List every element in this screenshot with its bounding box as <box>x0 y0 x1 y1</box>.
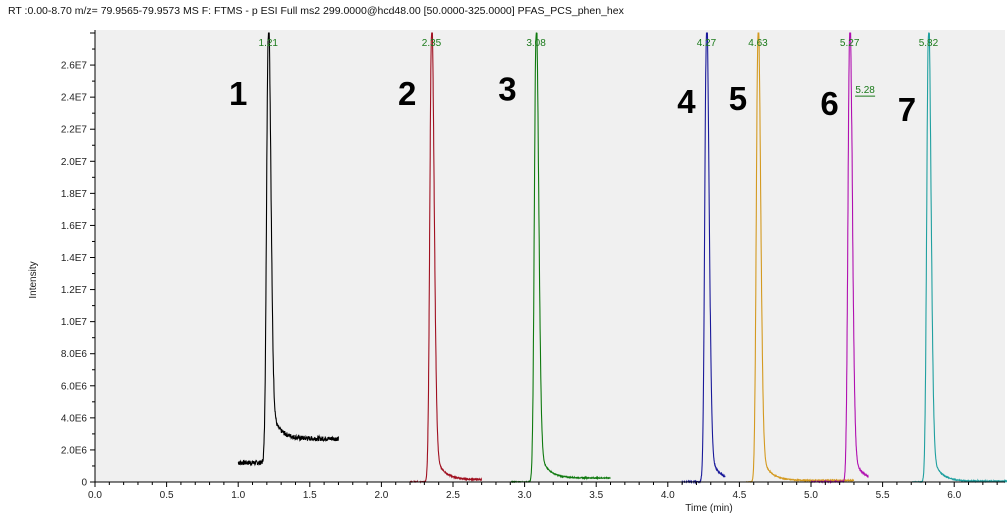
peak-rt-label: 2.35 <box>422 38 442 49</box>
y-tick-label: 2.0E6 <box>61 445 88 456</box>
y-tick-label: 2.4E7 <box>61 93 88 104</box>
trace-peak-7 <box>911 32 1007 484</box>
x-tick-label: 6.0 <box>947 490 961 501</box>
x-tick-label: 0.0 <box>88 490 102 501</box>
x-tick-label: 3.0 <box>518 490 532 501</box>
peak-rt-label: 4.63 <box>748 38 768 49</box>
y-tick-label: 4.0E6 <box>61 413 88 424</box>
x-tick-label: 5.0 <box>804 490 818 501</box>
y-tick-label: 1.4E7 <box>61 253 88 264</box>
y-tick-label: 1.0E7 <box>61 317 88 328</box>
peak-number-5: 5 <box>729 80 747 117</box>
peak-number-6: 6 <box>820 85 838 122</box>
y-tick-label: 1.8E7 <box>61 189 88 200</box>
peak-rt-label: 4.27 <box>697 38 717 49</box>
peak-rt-labels: 1.21 2.35 3.08 4.27 4.63 5.27 5.28 5.82 <box>259 38 939 97</box>
peak-number-3: 3 <box>498 70 516 107</box>
peak-number-1: 1 <box>229 75 247 112</box>
peak-rt-label-shoulder: 5.28 <box>855 85 875 96</box>
peak-rt-label: 5.27 <box>840 38 860 49</box>
peak-number-7: 7 <box>898 91 916 128</box>
peak-rt-label: 5.82 <box>919 38 939 49</box>
x-tick-label: 2.0 <box>374 490 388 501</box>
y-tick-label: 8.0E6 <box>61 349 88 360</box>
x-tick-label: 5.5 <box>876 490 890 501</box>
x-tick-label: 3.5 <box>589 490 603 501</box>
x-tick-label: 0.5 <box>160 490 174 501</box>
y-tick-label: 2.0E7 <box>61 157 88 168</box>
x-axis-title: Time (min) <box>685 503 732 514</box>
y-tick-label: 2.6E7 <box>61 61 88 72</box>
peak-rt-label: 3.08 <box>526 38 546 49</box>
x-tick-label: 2.5 <box>446 490 460 501</box>
y-tick-label: 1.6E7 <box>61 221 88 232</box>
x-axis-ticks: 0.0 0.5 1.0 1.5 2.0 2.5 3.0 3.5 4.0 4.5 5.0 5.5 6.0 <box>88 482 998 501</box>
trace-peak-1 <box>237 32 339 467</box>
y-axis-ticks: 0 2.0E6 4.0E6 6.0E6 8.0E6 1.0E7 1.2E7 1.4E7 1.6E… <box>61 32 95 489</box>
x-tick-label: 4.0 <box>661 490 675 501</box>
peak-number-4: 4 <box>677 83 696 120</box>
x-tick-label: 4.5 <box>732 490 746 501</box>
x-tick-label: 1.5 <box>303 490 317 501</box>
y-tick-label: 6.0E6 <box>61 381 88 392</box>
peak-number-2: 2 <box>398 75 416 112</box>
y-tick-label: 1.2E7 <box>61 285 88 296</box>
x-tick-label: 1.0 <box>231 490 245 501</box>
y-axis-title: Intensity <box>28 261 39 298</box>
chromatogram-header: RT :0.00-8.70 m/z= 79.9565-79.9573 MS F:… <box>8 5 624 17</box>
axes <box>94 30 1005 483</box>
y-tick-label: 0 <box>81 478 87 489</box>
y-tick-label: 2.2E7 <box>61 125 88 136</box>
peak-rt-label: 1.21 <box>259 38 279 49</box>
